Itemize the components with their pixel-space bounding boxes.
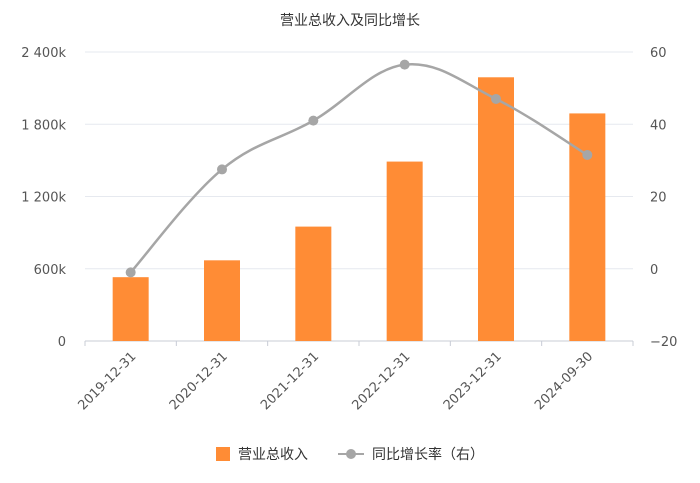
right-axis-ticks: −20 0 20 40 60 [650,46,677,350]
x-axis: 2019-12-31 2020-12-31 2021-12-31 2022-12-31… [75,341,634,413]
x-tick-label: 2023-12-31 [441,349,505,413]
legend: 营业总收入 同比增长率（右） [0,444,700,464]
bar[interactable] [386,161,423,341]
bar-series [112,77,606,341]
legend-label-growth: 同比增长率（右） [372,447,484,463]
x-tick-label: 2020-12-31 [167,349,231,413]
x-tick-label: 2022-12-31 [349,349,413,413]
legend-swatch-bar [216,447,230,461]
bar[interactable] [295,226,332,341]
legend-item-revenue[interactable]: 营业总收入 [216,444,308,464]
right-tick-label: 20 [650,191,667,206]
left-tick-label: 2 400k [21,46,66,61]
line-point[interactable] [125,267,136,278]
left-tick-label: 1 800k [21,118,66,133]
right-tick-label: −20 [650,335,677,350]
left-axis-ticks: 0 600k 1 200k 1 800k 2 400k [21,46,66,350]
right-tick-label: 40 [650,118,667,133]
line-point[interactable] [308,115,319,126]
left-tick-label: 600k [34,263,67,278]
bar[interactable] [204,260,240,341]
right-tick-label: 60 [650,46,667,61]
chart-title: 营业总收入及同比增长 [280,13,420,29]
legend-label-revenue: 营业总收入 [238,447,308,463]
x-tick-label: 2021-12-31 [258,349,322,413]
line-series [125,59,593,278]
grid-lines [85,51,633,342]
bar[interactable] [478,77,514,341]
x-tick-label: 2024-09-30 [532,349,596,413]
line-point[interactable] [491,93,501,104]
legend-swatch-line [338,447,364,461]
line-point[interactable] [399,59,410,70]
left-tick-label: 1 200k [21,191,66,206]
line-point[interactable] [582,149,593,160]
line-point[interactable] [217,164,227,175]
x-tick-label: 2019-12-31 [75,349,139,413]
bar[interactable] [112,277,149,341]
left-tick-label: 0 [58,335,66,350]
right-tick-label: 0 [650,263,658,278]
chart-svg: 0 600k 1 200k 1 800k 2 400k −20 0 20 40 60 2019-… [21,46,677,413]
legend-item-growth[interactable]: 同比增长率（右） [338,444,484,464]
growth-line [129,62,588,274]
